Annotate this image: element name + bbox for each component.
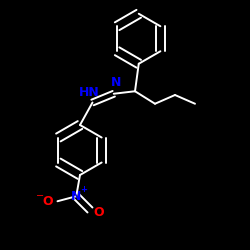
Text: +: + xyxy=(80,185,87,194)
Text: −: − xyxy=(36,191,44,201)
Text: O: O xyxy=(94,206,104,219)
Text: O: O xyxy=(43,195,53,208)
Text: N: N xyxy=(71,190,82,203)
Text: HN: HN xyxy=(78,86,99,99)
Text: N: N xyxy=(111,76,122,89)
